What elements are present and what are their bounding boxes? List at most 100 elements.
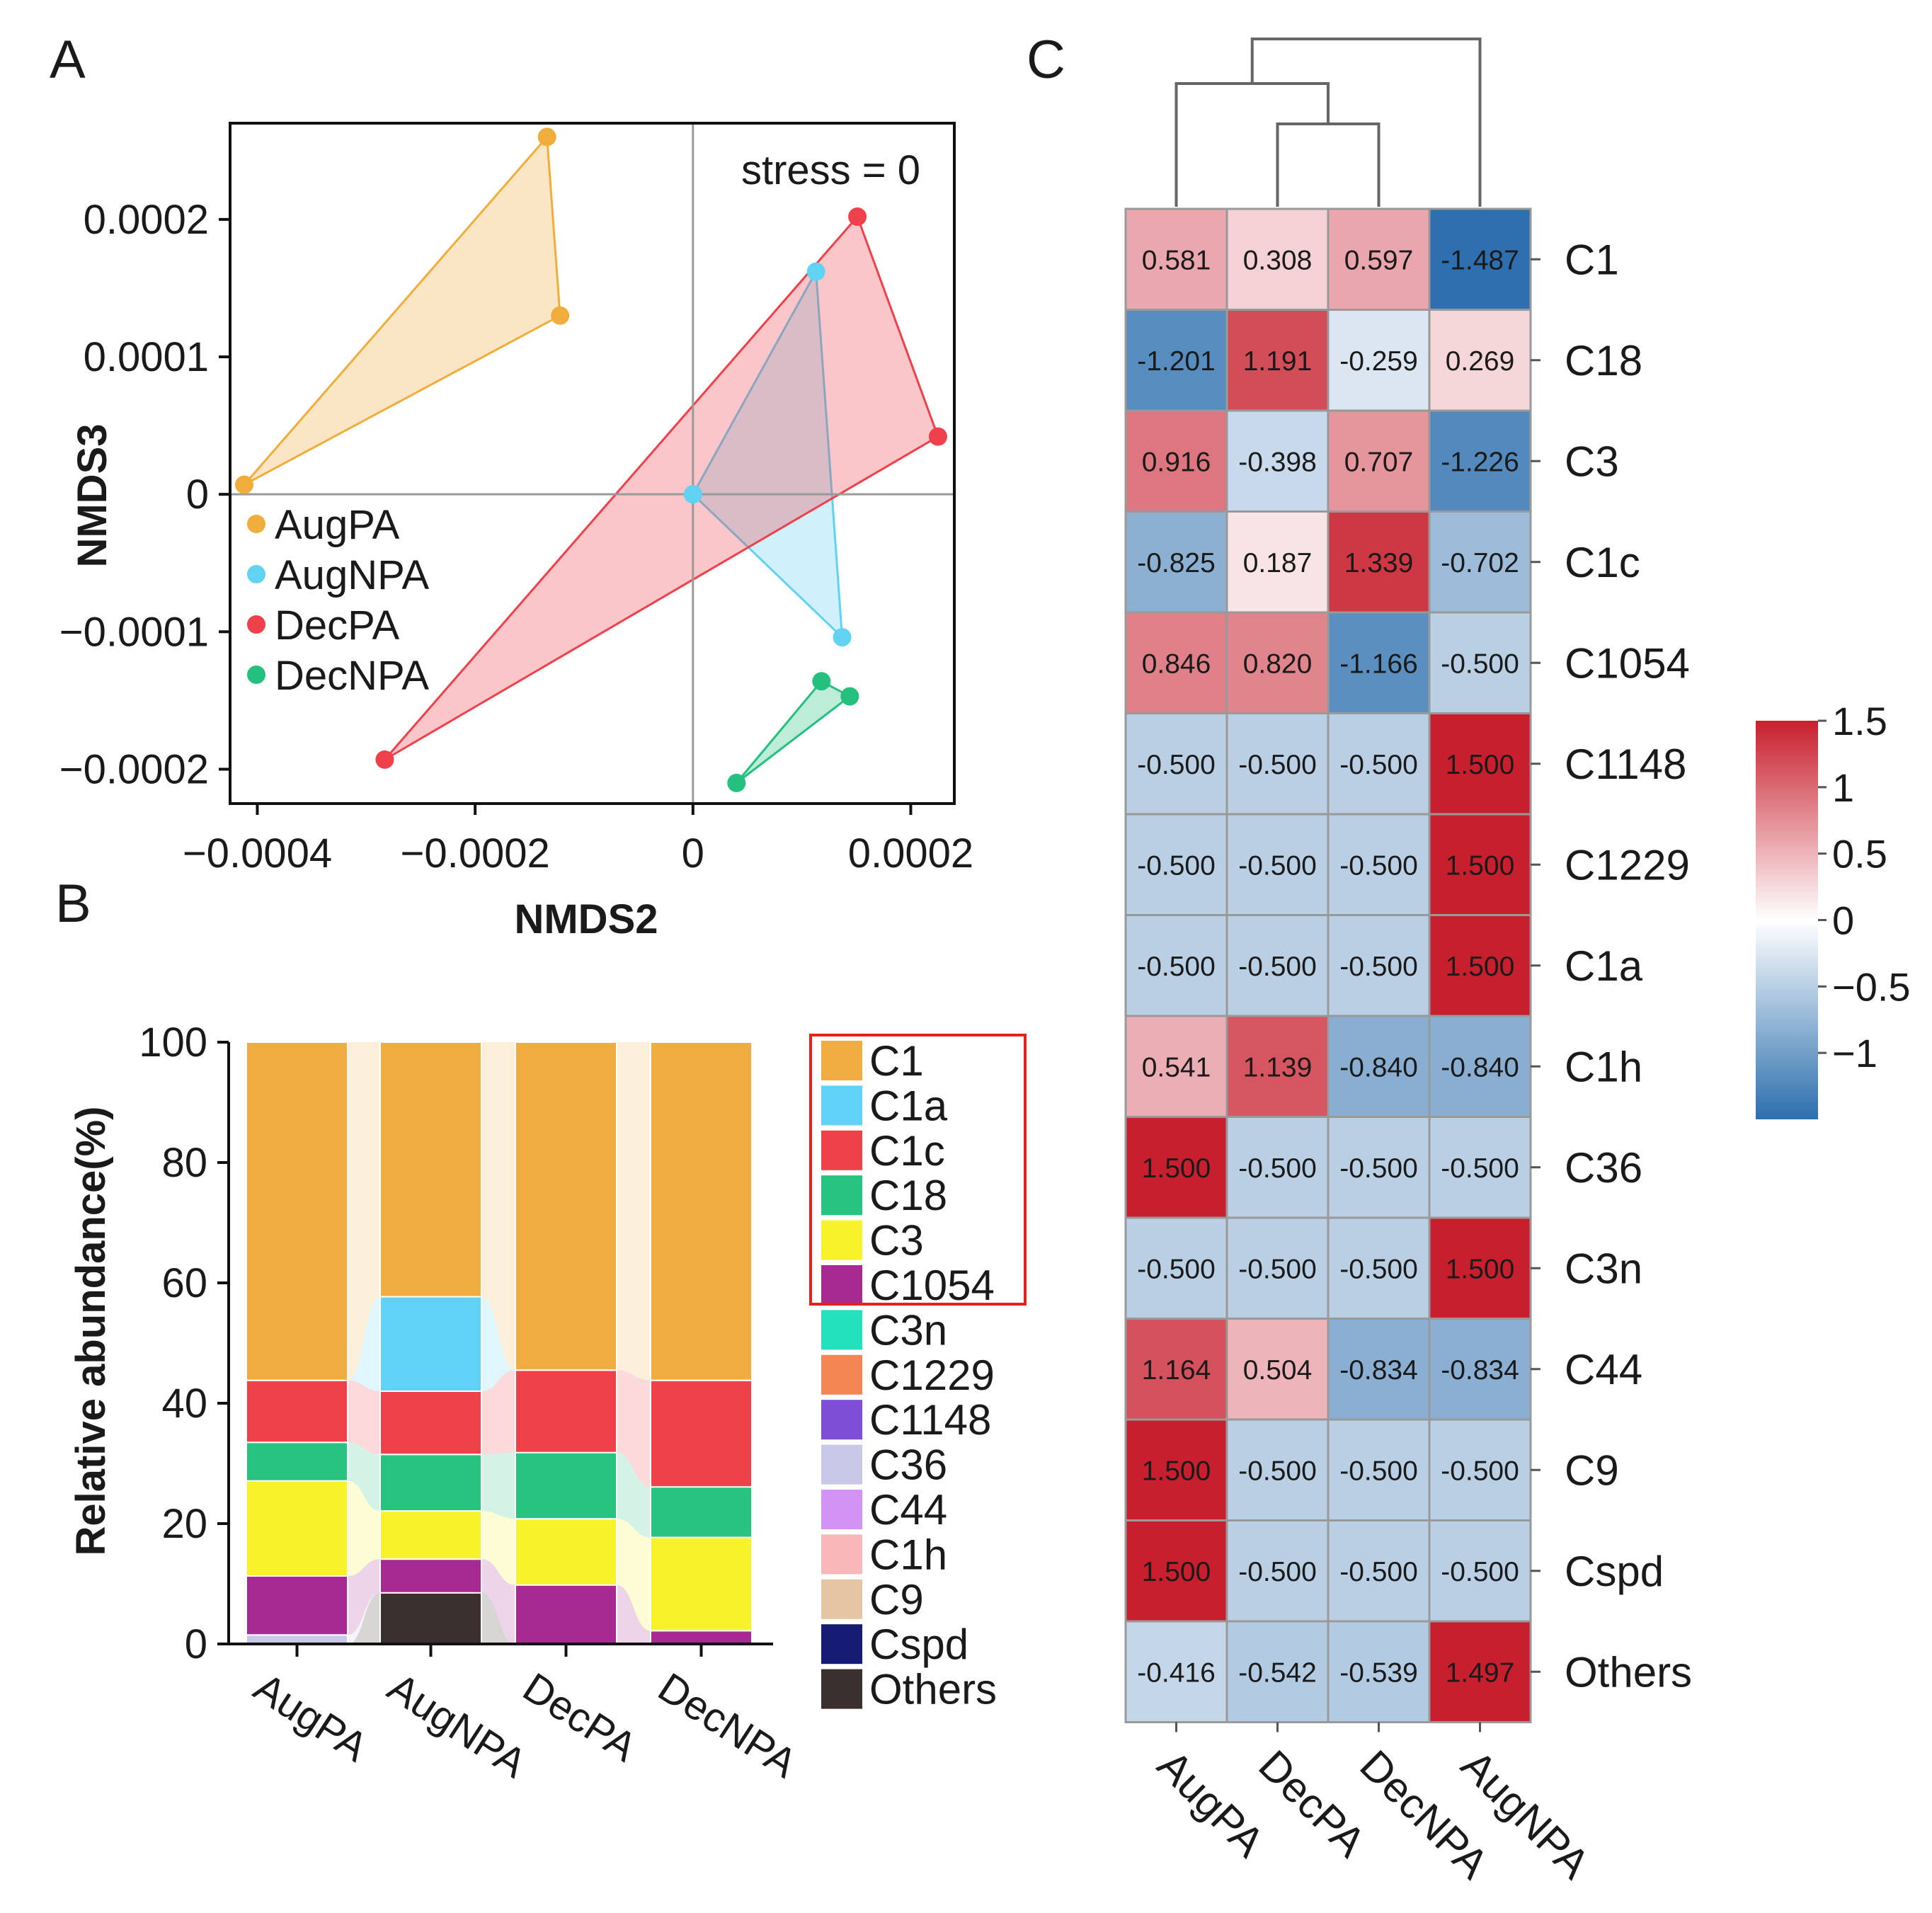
legend-label-C1148: C1148 xyxy=(869,1396,991,1444)
cell-value-label: 0.581 xyxy=(1142,245,1211,275)
bar-segment-DecPA-C1 xyxy=(515,1041,617,1371)
plot-frame xyxy=(229,122,956,805)
bar-segment-DecNPA-C1c xyxy=(650,1379,753,1488)
x-tick-label: −0.0002 xyxy=(400,830,549,876)
legend-label-C3: C3 xyxy=(869,1217,924,1264)
heatmap-cell-C1229-DecNPA xyxy=(1327,813,1431,916)
legend-label-AugPA: AugPA xyxy=(275,502,400,548)
cell-value-label: 1.139 xyxy=(1243,1052,1313,1083)
flow-link-C3 xyxy=(617,1519,651,1631)
y-tick-label: 80 xyxy=(161,1140,207,1186)
point-AugNPA-0 xyxy=(683,485,702,504)
point-layer xyxy=(234,127,947,792)
legend-label-C1a: C1a xyxy=(869,1082,948,1129)
flow-link-C18 xyxy=(348,1442,380,1512)
colorbar-tick-label: 0.5 xyxy=(1832,832,1887,876)
row-label-C1148: C1148 xyxy=(1565,741,1686,788)
heatmap-cell-C1a-AugPA xyxy=(1124,914,1228,1017)
flow-link-C1a xyxy=(481,1296,515,1391)
cell-value-label: 0.504 xyxy=(1243,1355,1313,1386)
heatmap-cell-C1229-DecPA xyxy=(1225,813,1330,916)
row-labels: C1 C18 C3 C1c C1054 C1148 C1229 C1a C1h C36 C3n C44… xyxy=(1531,236,1692,1696)
legend-swatch-C1 xyxy=(821,1041,862,1080)
cell-value-label: -0.500 xyxy=(1339,952,1418,982)
heatmap-cell-C3n-DecNPA xyxy=(1327,1216,1431,1320)
cell-value-label: 0.597 xyxy=(1344,245,1414,275)
y-axis-title: NMDS3 xyxy=(69,423,115,567)
legend-label-C1c: C1c xyxy=(869,1127,945,1175)
row-label-C9: C9 xyxy=(1565,1446,1619,1494)
y-tick-label: −0.0001 xyxy=(59,609,209,655)
cell-value-label: -0.500 xyxy=(1137,850,1216,881)
bar-segment-AugNPA-C18 xyxy=(379,1454,482,1512)
bar-segment-AugPA-C18 xyxy=(246,1441,348,1482)
bar-segment-AugNPA-C1a xyxy=(379,1296,482,1393)
row-label-C1: C1 xyxy=(1565,236,1619,283)
heatmap-cell-C3-AugNPA xyxy=(1428,409,1532,513)
hull-DecPA xyxy=(384,215,939,761)
bar-segment-DecPA-C18 xyxy=(515,1451,617,1520)
heatmap-cell-Others-AugPA xyxy=(1124,1620,1228,1723)
nmds-plot: −0.0004 −0.0002 0 0.0002 0.00020.00010−0.00… xyxy=(59,122,973,942)
cell-value-label: 1.339 xyxy=(1344,548,1414,578)
flow-link-C36 xyxy=(348,1592,380,1644)
flow-link-Others xyxy=(481,1592,515,1644)
y-axis: 0.0002 0.0001 0 −0.0001 −0.0002 xyxy=(59,197,230,792)
row-label-C1a: C1a xyxy=(1565,942,1643,990)
panel-label-c: C xyxy=(1027,30,1065,90)
x-tick-label: 0 xyxy=(682,830,704,876)
cell-value-label: 0.707 xyxy=(1344,447,1414,477)
bar-segment-AugPA-C3 xyxy=(246,1480,348,1577)
legend-label-C1: C1 xyxy=(869,1037,924,1085)
cell-value-label: -0.500 xyxy=(1238,1254,1317,1284)
bar-segment-DecNPA-C1054 xyxy=(650,1630,753,1645)
point-DecPA-2 xyxy=(928,427,947,446)
cell-value-label: -0.840 xyxy=(1339,1052,1418,1083)
cell-value-label: 0.916 xyxy=(1142,447,1211,477)
y-tick-label: 60 xyxy=(161,1260,207,1306)
row-label-C1229: C1229 xyxy=(1565,841,1690,889)
legend-swatch-C1148 xyxy=(821,1400,862,1440)
legend-swatch-C44 xyxy=(821,1490,862,1529)
hull-AugNPA xyxy=(691,268,844,640)
heatmap-cell-C9-AugNPA xyxy=(1428,1418,1532,1521)
cell-value-label: -0.500 xyxy=(1441,649,1519,679)
heatmap-cell-C1-AugPA xyxy=(1124,207,1228,311)
cell-value-label: -0.500 xyxy=(1137,952,1216,982)
legend: C1C1aC1cC18C3C1054C3nC1229C1148C36C44C1h… xyxy=(809,1034,1027,1713)
cell-value-label: -0.500 xyxy=(1137,750,1216,780)
cell-value-label: -1.487 xyxy=(1441,245,1519,275)
cell-value-label: -1.201 xyxy=(1137,346,1216,377)
bar-segment-AugPA-C1054 xyxy=(246,1575,348,1636)
cell-value-label: 1.497 xyxy=(1446,1657,1515,1688)
x-tick-label: DecPA xyxy=(515,1664,644,1771)
y-tick-label: 100 xyxy=(139,1020,207,1066)
legend-label-C1229: C1229 xyxy=(869,1352,995,1399)
cell-value-label: -0.500 xyxy=(1441,1153,1519,1184)
colorbar-tick-label: 1 xyxy=(1832,765,1854,810)
colorbar xyxy=(1756,721,1818,1119)
row-label-C36: C36 xyxy=(1565,1144,1642,1192)
bar-segment-AugPA-C1 xyxy=(246,1041,348,1381)
legend-marker-AugPA xyxy=(247,515,265,533)
heatmap-cell-C1c-DecPA xyxy=(1225,510,1330,614)
cell-value-label: 1.500 xyxy=(1446,850,1515,881)
legend-marker-DecPA xyxy=(247,615,265,634)
legend-swatch-C1h xyxy=(821,1534,862,1575)
cell-value-label: -0.834 xyxy=(1441,1355,1519,1386)
flow-link-C1054 xyxy=(348,1559,380,1635)
heatmap-cell-C36-AugNPA xyxy=(1428,1116,1532,1219)
y-tick-label: 0 xyxy=(186,472,209,518)
row-label-C18: C18 xyxy=(1565,337,1642,384)
heatmap-cells: 0.581 0.308 0.597 -1.487 -1.201 1.191 -0.259 0.… xyxy=(1124,207,1532,1723)
legend-label-AugNPA: AugNPA xyxy=(275,552,429,598)
cell-value-label: -0.500 xyxy=(1137,1254,1216,1284)
heatmap-cell-C44-AugPA xyxy=(1124,1318,1228,1421)
flow-link-Others xyxy=(348,1592,380,1644)
legend-label-DecPA: DecPA xyxy=(275,603,400,649)
heatmap-cell-C3-AugPA xyxy=(1124,409,1228,513)
heatmap-cell-C36-DecNPA xyxy=(1327,1116,1431,1219)
legend-marker-DecNPA xyxy=(247,666,265,684)
